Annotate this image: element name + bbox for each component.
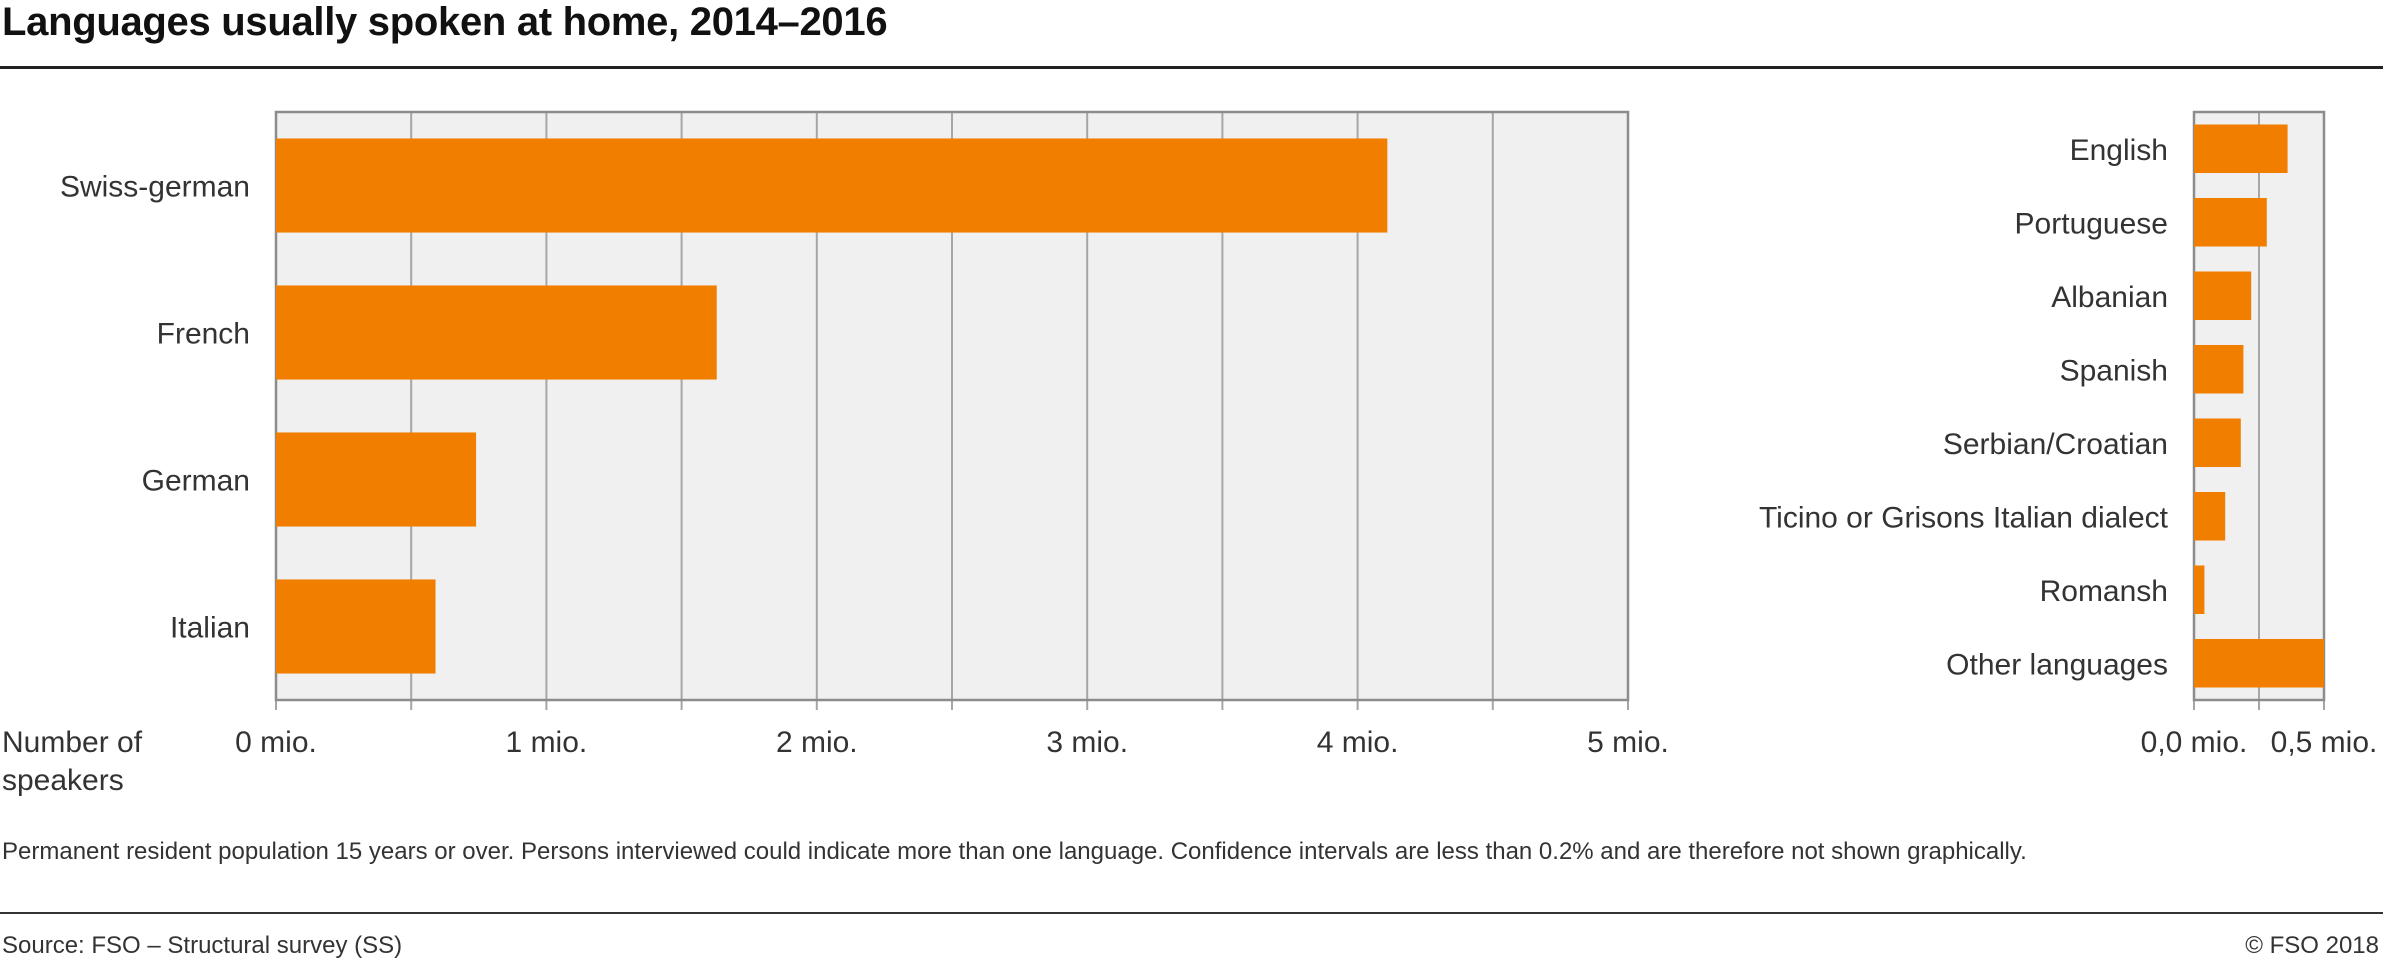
category-label: Swiss-german	[60, 171, 250, 204]
tick-label: 0,0 mio.	[2141, 726, 2248, 759]
tick-label: 0 mio.	[235, 726, 317, 759]
category-label: English	[2070, 134, 2168, 167]
bar-7	[2194, 565, 2205, 615]
plot-frame	[274, 110, 1630, 702]
bar-5	[2194, 418, 2241, 468]
bar-4	[276, 579, 436, 674]
x-axis-label: speakers	[2, 764, 124, 797]
category-label: German	[142, 465, 250, 498]
tick-label: 0,5 mio.	[2271, 726, 2378, 759]
bar-8	[2194, 638, 2324, 688]
bar-1	[276, 138, 1388, 233]
copyright-text: © FSO 2018	[2245, 932, 2379, 959]
bar-4	[2194, 344, 2244, 394]
category-label: French	[157, 318, 250, 351]
category-label: Romansh	[2040, 575, 2168, 608]
bar-3	[2194, 271, 2252, 321]
category-label: Spanish	[2060, 354, 2168, 387]
tick-label: 4 mio.	[1317, 726, 1399, 759]
plot-frame	[2192, 110, 2326, 702]
category-label: Other languages	[1946, 648, 2168, 681]
bar-1	[2194, 124, 2288, 174]
chart-title: Languages usually spoken at home, 2014–2…	[2, 0, 888, 44]
source-text: Source: FSO – Structural survey (SS)	[2, 932, 403, 959]
tick-label: 1 mio.	[506, 726, 588, 759]
chart-note: Permanent resident population 15 years o…	[2, 838, 2027, 865]
bar-6	[2194, 491, 2226, 541]
title-rule	[0, 66, 2383, 69]
tick-label: 5 mio.	[1587, 726, 1669, 759]
bar-3	[276, 432, 477, 527]
tick-label: 2 mio.	[776, 726, 858, 759]
footer-rule	[0, 912, 2383, 914]
category-label: Serbian/Croatian	[1943, 428, 2168, 461]
bar-2	[276, 285, 717, 380]
category-label: Portuguese	[2015, 207, 2168, 240]
chart-area: Swiss-german French German Italian 0 mio. 1 m…	[2, 110, 2378, 797]
category-label: Albanian	[2051, 281, 2168, 314]
category-label: Ticino or Grisons Italian dialect	[1759, 501, 2169, 534]
x-axis-label: Number of	[2, 726, 143, 759]
bar-2	[2194, 197, 2267, 247]
tick-label: 3 mio.	[1046, 726, 1128, 759]
category-label: Italian	[170, 612, 250, 645]
